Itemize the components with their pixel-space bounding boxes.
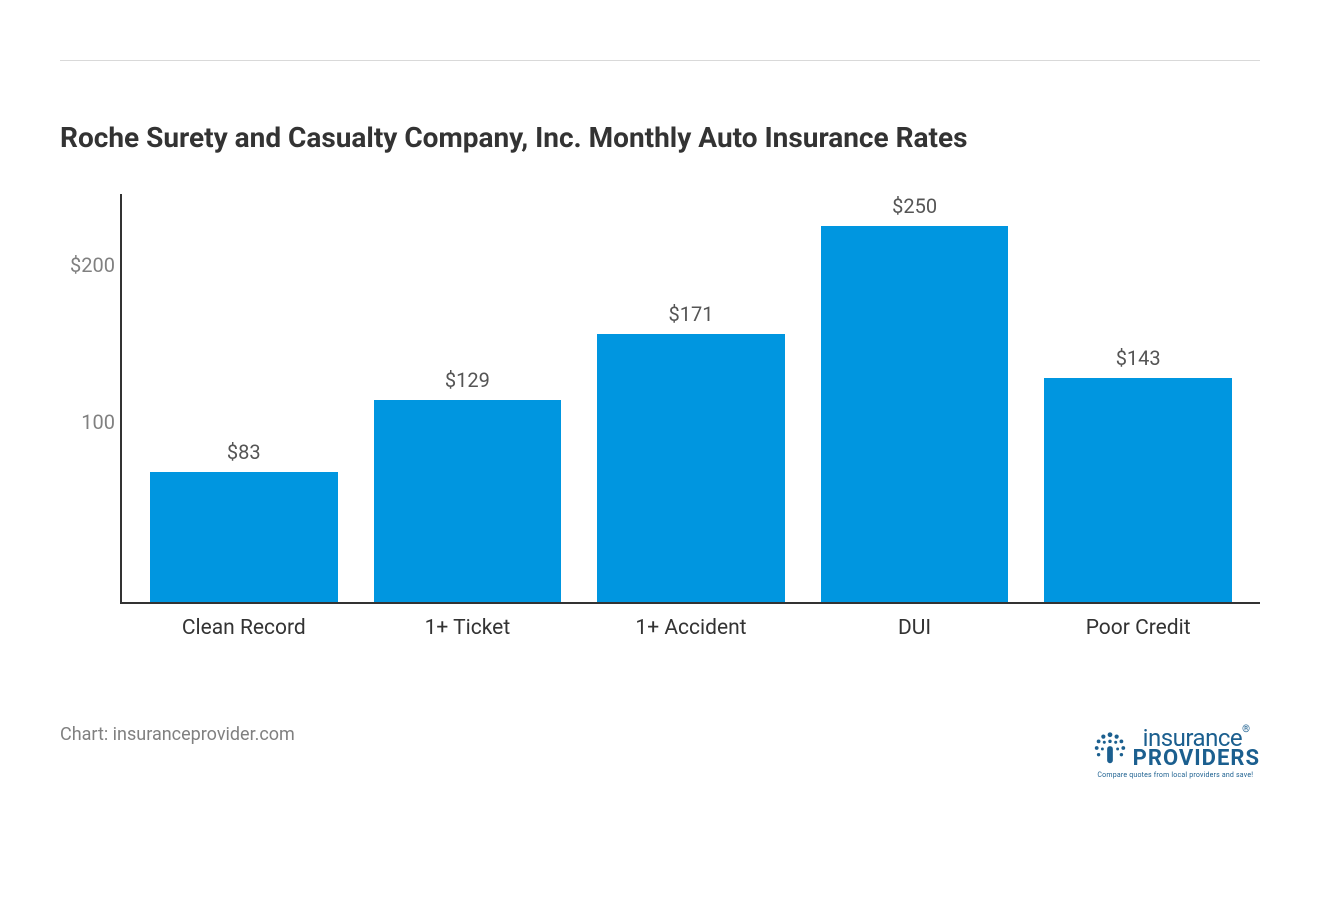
bar: [1044, 378, 1232, 602]
logo-dots-icon: [1091, 729, 1129, 767]
logo-tagline: Compare quotes from local providers and …: [1091, 771, 1260, 779]
brand-logo: insurance® PROVIDERS Compare quotes from…: [1091, 724, 1260, 779]
chart-container: Roche Surety and Casualty Company, Inc. …: [0, 0, 1320, 819]
bar-group: $1711+ Accident: [579, 194, 803, 602]
y-tick-label: 100: [81, 410, 115, 434]
bar-value-label: $83: [227, 440, 261, 464]
top-divider: [60, 60, 1260, 61]
bar-group: $143Poor Credit: [1026, 194, 1250, 602]
chart-area: 100$200 $83Clean Record$1291+ Ticket$171…: [120, 194, 1260, 644]
bar: [374, 400, 562, 602]
chart-title: Roche Surety and Casualty Company, Inc. …: [60, 121, 1260, 154]
bar-group: $1291+ Ticket: [356, 194, 580, 602]
bar-group: $83Clean Record: [132, 194, 356, 602]
bar: [150, 472, 338, 602]
chart-source: Chart: insuranceprovider.com: [60, 724, 295, 745]
logo-main: insurance® PROVIDERS: [1091, 724, 1260, 771]
y-tick-label: $200: [70, 253, 115, 277]
bar: [597, 334, 785, 602]
bar-value-label: $250: [892, 194, 937, 218]
x-axis-label: Poor Credit: [915, 616, 1320, 640]
bar-value-label: $129: [445, 368, 490, 392]
plot-area: $83Clean Record$1291+ Ticket$1711+ Accid…: [120, 194, 1260, 604]
bar-group: $250DUI: [803, 194, 1027, 602]
logo-text-wrap: insurance® PROVIDERS: [1133, 724, 1260, 771]
logo-text-providers: PROVIDERS: [1133, 746, 1260, 771]
chart-footer: Chart: insuranceprovider.com: [60, 724, 1260, 779]
y-axis: 100 $200: [60, 194, 115, 604]
bar-value-label: $171: [669, 302, 714, 326]
bar: [821, 226, 1009, 602]
bar-value-label: $143: [1116, 346, 1161, 370]
logo-registered-icon: ®: [1242, 724, 1250, 735]
